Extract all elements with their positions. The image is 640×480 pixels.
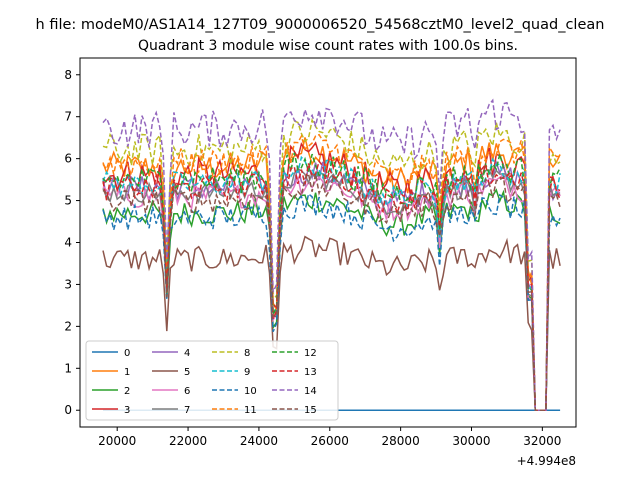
x-axis: 20000 22000 24000 26000 28000 30000 32000 [98,427,561,448]
y-tick-label: 2 [64,319,72,333]
series-line-14 [102,98,561,411]
x-tick-label: 28000 [382,434,420,448]
legend-label-13: 13 [304,367,317,378]
series-line-12 [102,152,561,411]
legend-label-12: 12 [304,348,317,359]
legend-box [85,340,339,421]
y-tick-label: 7 [64,110,72,124]
series-line-8 [102,118,561,411]
figure-suptitle: h file: modeM0/AS1A14_127T09_9000006520_… [36,17,605,33]
x-tick-label: 22000 [169,434,207,448]
series-line-10 [102,192,561,411]
y-tick-label: 0 [64,403,72,417]
series-line-13 [102,159,561,411]
x-offset-label: +4.994e8 [517,454,576,468]
legend-label-3: 3 [124,405,130,416]
legend-label-15: 15 [304,405,317,416]
legend-label-9: 9 [244,367,250,378]
x-tick-label: 20000 [98,434,136,448]
legend-label-14: 14 [304,386,317,397]
y-tick-label: 1 [64,361,72,375]
x-tick-label: 26000 [311,434,349,448]
series-line-5 [102,235,561,411]
plot-title: Quadrant 3 module wise count rates with … [138,38,518,54]
x-tick-label: 24000 [240,434,278,448]
y-tick-label: 5 [64,194,72,208]
x-tick-label: 30000 [452,434,490,448]
legend-label-11: 11 [244,405,257,416]
legend-label-8: 8 [244,348,250,359]
series-line-11 [102,133,561,411]
legend-label-7: 7 [184,405,190,416]
series-line-9 [102,155,561,411]
x-tick-label: 32000 [523,434,561,448]
legend-label-10: 10 [244,386,257,397]
y-tick-label: 3 [64,277,72,291]
legend-label-5: 5 [184,367,190,378]
legend-label-4: 4 [184,348,190,359]
legend-label-0: 0 [124,348,130,359]
y-tick-label: 8 [64,68,72,82]
series-line-15 [102,171,561,411]
series-layer [102,98,561,411]
y-tick-label: 6 [64,152,72,166]
y-tick-label: 4 [64,236,72,250]
y-axis: 0 1 2 3 4 5 6 7 8 [64,68,80,417]
legend-label-2: 2 [124,386,130,397]
legend-label-1: 1 [124,367,130,378]
legend-label-6: 6 [184,386,190,397]
